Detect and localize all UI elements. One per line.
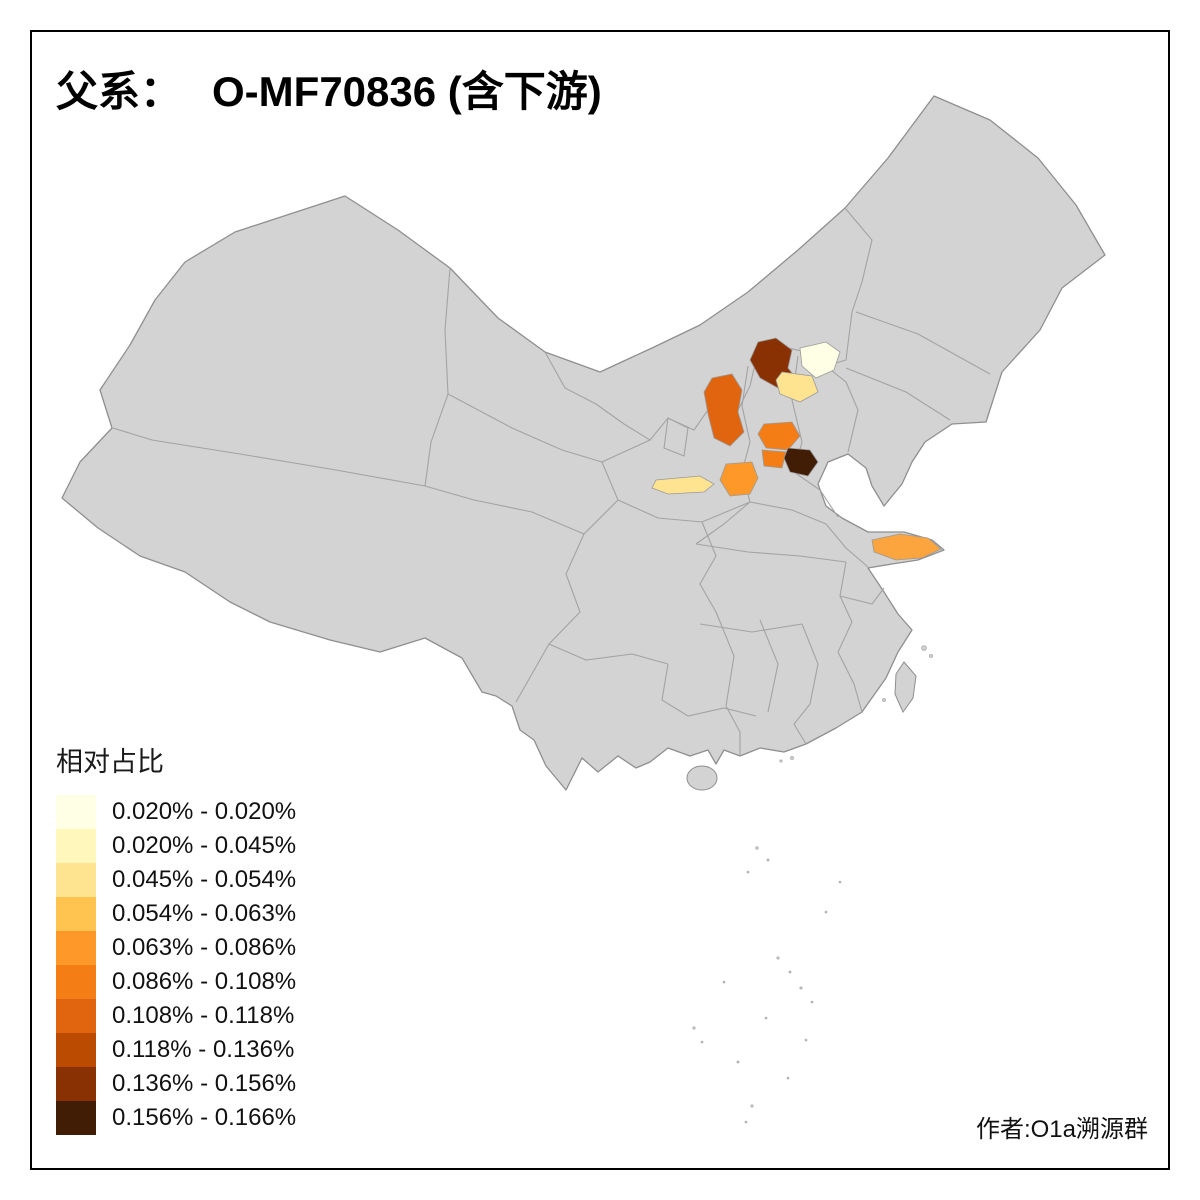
legend-label: 0.020% - 0.045% [112,832,297,859]
highlight-region-3 [775,371,819,403]
legend-swatch [56,999,96,1033]
legend-swatch [56,1101,96,1135]
legend-label: 0.020% - 0.020% [112,798,297,825]
legend-swatch [56,795,96,829]
highlight-region-6 [761,449,787,469]
legend-label: 0.054% - 0.063% [112,900,297,927]
page-title: 父系： O-MF70836 (含下游) [56,58,602,119]
highlight-region-2 [799,341,841,379]
legend-item: 0.118% - 0.136% [56,1033,296,1067]
legend-swatch [56,1033,96,1067]
hainan-island [686,765,718,791]
legend-item: 0.136% - 0.156% [56,1067,296,1101]
legend-label: 0.063% - 0.086% [112,934,297,961]
legend-label: 0.156% - 0.166% [112,1104,297,1131]
highlight-region-4 [703,373,745,447]
legend-label: 0.136% - 0.156% [112,1070,297,1097]
legend-item: 0.156% - 0.166% [56,1101,296,1135]
legend-swatch [56,863,96,897]
highlight-regions [651,337,942,561]
legend: 相对占比 0.020% - 0.020% 0.020% - 0.045% 0.0… [56,740,296,1135]
title-prefix: 父系： [56,68,183,115]
legend-swatch [56,829,96,863]
legend-title: 相对占比 [56,747,164,777]
legend-swatch [56,965,96,999]
highlight-region-10 [871,533,942,561]
legend-item: 0.108% - 0.118% [56,999,296,1033]
mainland-outline [61,95,1106,791]
sea-islands [692,645,933,1124]
highlight-region-9 [651,475,715,495]
author-credit: 作者:O1a溯源群 [975,1116,1148,1143]
legend-item: 0.054% - 0.063% [56,897,296,931]
legend-item: 0.020% - 0.020% [56,795,296,829]
legend-label: 0.045% - 0.054% [112,866,297,893]
title-haplogroup: O-MF70836 (含下游) [212,68,602,115]
legend-label: 0.118% - 0.136% [112,1036,295,1063]
taiwan-island [894,661,917,714]
legend-label: 0.086% - 0.108% [112,968,297,995]
legend-label: 0.108% - 0.118% [112,1002,295,1029]
highlight-region-8 [719,461,759,497]
highlight-region-7 [783,447,819,477]
legend-item: 0.086% - 0.108% [56,965,296,999]
legend-item: 0.020% - 0.045% [56,829,296,863]
legend-swatch [56,931,96,965]
legend-item: 0.045% - 0.054% [56,863,296,897]
legend-item: 0.063% - 0.086% [56,931,296,965]
legend-swatch [56,1067,96,1101]
legend-swatch [56,897,96,931]
